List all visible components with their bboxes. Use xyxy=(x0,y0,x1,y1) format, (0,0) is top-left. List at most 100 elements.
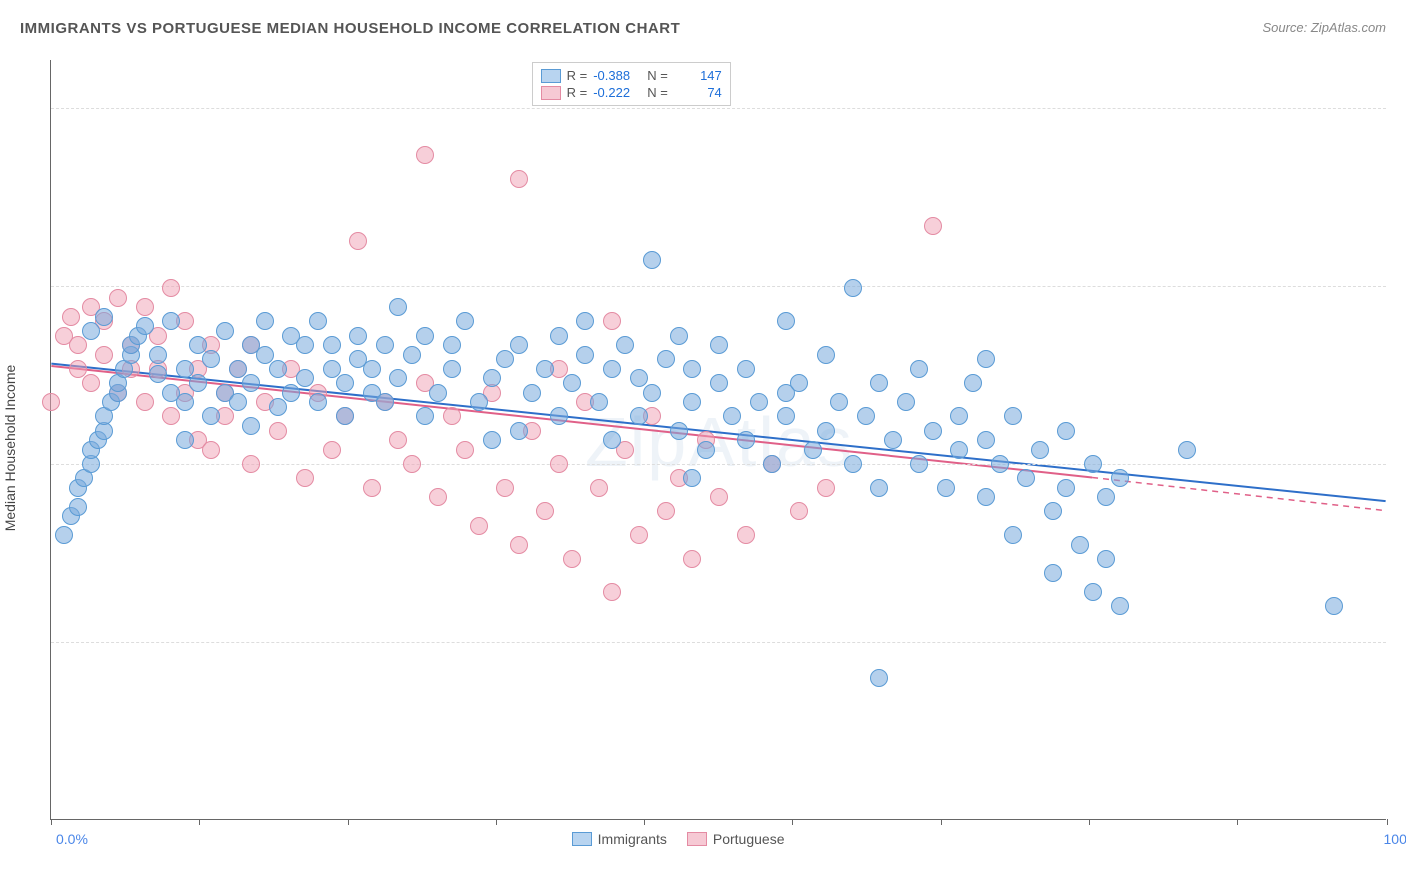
immigrants-point xyxy=(296,336,314,354)
immigrants-point xyxy=(95,308,113,326)
immigrants-point xyxy=(1097,550,1115,568)
immigrants-point xyxy=(657,350,675,368)
immigrants-point xyxy=(710,374,728,392)
immigrants-point xyxy=(777,312,795,330)
immigrants-point xyxy=(857,407,875,425)
immigrants-point xyxy=(1325,597,1343,615)
immigrants-point xyxy=(1084,455,1102,473)
immigrants-point xyxy=(176,360,194,378)
portuguese-point xyxy=(62,308,80,326)
immigrants-point xyxy=(817,422,835,440)
portuguese-point xyxy=(69,336,87,354)
immigrants-point xyxy=(523,384,541,402)
series-label: Portuguese xyxy=(713,831,785,847)
immigrants-point xyxy=(229,360,247,378)
immigrants-point xyxy=(1057,479,1075,497)
portuguese-point xyxy=(510,536,528,554)
immigrants-point xyxy=(82,322,100,340)
chart-plot-area: ZipAtlas R =-0.388N =147R =-0.222N =74 I… xyxy=(50,60,1386,820)
portuguese-point xyxy=(296,469,314,487)
immigrants-point xyxy=(723,407,741,425)
y-tick-label: $75,000 xyxy=(1391,456,1406,472)
immigrants-point xyxy=(910,360,928,378)
immigrants-point xyxy=(309,393,327,411)
immigrants-point xyxy=(416,407,434,425)
portuguese-point xyxy=(202,441,220,459)
immigrants-point xyxy=(630,407,648,425)
portuguese-point xyxy=(603,312,621,330)
immigrants-point xyxy=(510,422,528,440)
series-legend-item: Portuguese xyxy=(687,831,785,847)
immigrants-point xyxy=(616,336,634,354)
trend-lines-layer xyxy=(51,60,1386,819)
immigrants-point xyxy=(897,393,915,411)
x-tick xyxy=(348,819,349,825)
x-tick xyxy=(51,819,52,825)
immigrants-point xyxy=(416,327,434,345)
immigrants-point xyxy=(189,336,207,354)
immigrants-point xyxy=(176,393,194,411)
r-value: -0.388 xyxy=(593,68,641,83)
portuguese-point xyxy=(924,217,942,235)
immigrants-point xyxy=(496,350,514,368)
immigrants-point xyxy=(269,360,287,378)
immigrants-point xyxy=(977,488,995,506)
correlation-legend-row: R =-0.222N =74 xyxy=(541,84,722,101)
immigrants-point xyxy=(950,441,968,459)
correlation-legend: R =-0.388N =147R =-0.222N =74 xyxy=(532,62,731,106)
immigrants-point xyxy=(683,393,701,411)
portuguese-point xyxy=(136,298,154,316)
portuguese-point xyxy=(136,393,154,411)
immigrants-point xyxy=(336,374,354,392)
immigrants-point xyxy=(1111,469,1129,487)
immigrants-point xyxy=(510,336,528,354)
immigrants-point xyxy=(162,312,180,330)
immigrants-point xyxy=(483,431,501,449)
immigrants-point xyxy=(1178,441,1196,459)
immigrants-point xyxy=(483,369,501,387)
n-label: N = xyxy=(647,68,668,83)
immigrants-point xyxy=(630,369,648,387)
x-tick xyxy=(941,819,942,825)
immigrants-point xyxy=(643,384,661,402)
immigrants-point xyxy=(910,455,928,473)
immigrants-point xyxy=(1017,469,1035,487)
immigrants-point xyxy=(603,431,621,449)
immigrants-point xyxy=(149,346,167,364)
immigrants-point xyxy=(269,398,287,416)
portuguese-point xyxy=(603,583,621,601)
legend-swatch xyxy=(572,832,592,846)
immigrants-point xyxy=(550,407,568,425)
immigrants-point xyxy=(229,393,247,411)
portuguese-point xyxy=(162,407,180,425)
y-tick-label: $150,000 xyxy=(1391,100,1406,116)
immigrants-point xyxy=(55,526,73,544)
immigrants-point xyxy=(777,407,795,425)
immigrants-point xyxy=(576,312,594,330)
portuguese-point xyxy=(242,455,260,473)
immigrants-point xyxy=(710,336,728,354)
r-value: -0.222 xyxy=(593,85,641,100)
portuguese-point xyxy=(817,479,835,497)
immigrants-point xyxy=(376,393,394,411)
immigrants-point xyxy=(1057,422,1075,440)
immigrants-point xyxy=(576,346,594,364)
x-tick xyxy=(1237,819,1238,825)
portuguese-point xyxy=(550,455,568,473)
portuguese-point xyxy=(416,146,434,164)
x-tick xyxy=(1089,819,1090,825)
portuguese-point xyxy=(710,488,728,506)
immigrants-point xyxy=(216,322,234,340)
y-tick-label: $37,500 xyxy=(1391,634,1406,650)
immigrants-point xyxy=(336,407,354,425)
immigrants-point xyxy=(964,374,982,392)
immigrants-point xyxy=(69,498,87,516)
immigrants-point xyxy=(202,350,220,368)
immigrants-point xyxy=(470,393,488,411)
immigrants-point xyxy=(977,431,995,449)
immigrants-point xyxy=(670,422,688,440)
immigrants-point xyxy=(1044,502,1062,520)
immigrants-point xyxy=(750,393,768,411)
immigrants-point xyxy=(844,455,862,473)
portuguese-point xyxy=(349,232,367,250)
